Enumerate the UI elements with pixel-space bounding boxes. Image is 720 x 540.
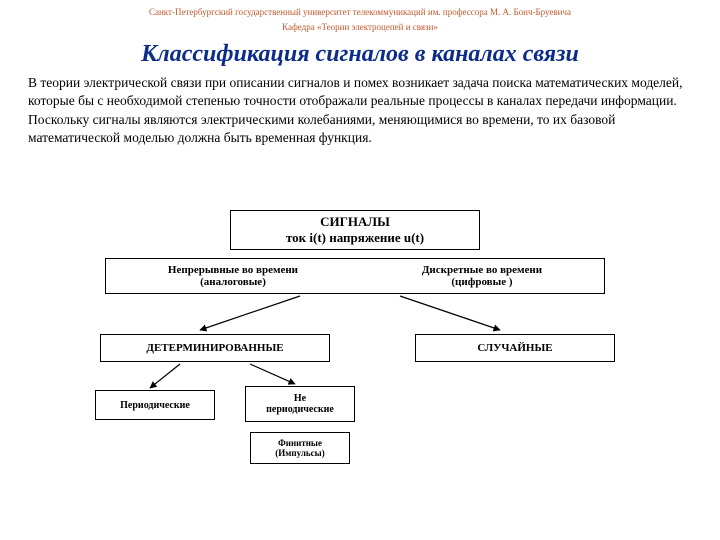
header-line-2: Кафедра «Теории электроцепей и связи» (0, 21, 720, 34)
node-time-domain: Непрерывные во времени (аналоговые) Диск… (105, 258, 605, 294)
node-periodic: Периодические (95, 390, 215, 420)
header-line-1: Санкт-Петербургский государственный унив… (0, 6, 720, 19)
node-deterministic: ДЕТЕРМИНИРОВАННЫЕ (100, 334, 330, 362)
arrow (150, 364, 180, 388)
node-nonperiodic: Не периодические (245, 386, 355, 422)
arrow (200, 296, 300, 330)
node-finite: Финитные (Импульсы) (250, 432, 350, 464)
arrow (250, 364, 295, 384)
node-random: СЛУЧАЙНЫЕ (415, 334, 615, 362)
node-signals-root: СИГНАЛЫ ток i(t) напряжение u(t) (230, 210, 480, 250)
header: Санкт-Петербургский государственный унив… (0, 0, 720, 33)
page-title: Классификация сигналов в каналах связи (0, 41, 720, 68)
arrow (400, 296, 500, 330)
intro-paragraph: В теории электрической связи при описани… (0, 68, 720, 147)
node-continuous: Непрерывные во времени (аналоговые) (168, 264, 298, 288)
slide: Санкт-Петербургский государственный унив… (0, 0, 720, 540)
node-discrete: Дискретные во времени (цифровые ) (422, 264, 542, 288)
node-signals-line1: СИГНАЛЫ (320, 214, 390, 230)
node-signals-line2: ток i(t) напряжение u(t) (286, 230, 424, 246)
